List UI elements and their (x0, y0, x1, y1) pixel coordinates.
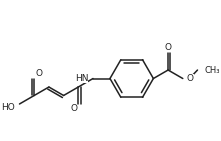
Text: O: O (35, 69, 42, 78)
Text: O: O (70, 104, 77, 113)
Text: O: O (165, 43, 171, 52)
Text: CH₃: CH₃ (204, 66, 220, 75)
Text: HO: HO (1, 103, 15, 112)
Text: O: O (187, 74, 194, 83)
Text: HN: HN (75, 74, 88, 83)
